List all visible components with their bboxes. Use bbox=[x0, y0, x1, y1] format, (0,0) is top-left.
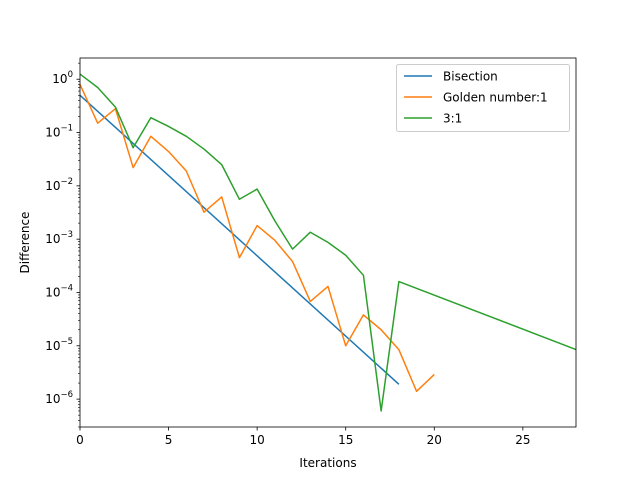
x-tick-label: 15 bbox=[338, 433, 353, 447]
legend: Bisection Golden number:1 3:1 bbox=[396, 64, 570, 132]
legend-label-bisection: Bisection bbox=[443, 70, 498, 84]
y-tick-label: 10−4 bbox=[45, 283, 73, 299]
x-tick-label: 5 bbox=[165, 433, 173, 447]
x-tick-label: 25 bbox=[515, 433, 530, 447]
x-tick-label: 10 bbox=[250, 433, 265, 447]
legend-label-golden-number: Golden number:1 bbox=[443, 91, 548, 105]
plot-frame bbox=[79, 57, 577, 428]
x-axis-ticks: 0 5 10 15 20 25 bbox=[76, 427, 530, 447]
y-tick-label: 10−6 bbox=[45, 390, 73, 406]
x-tick-label: 0 bbox=[76, 433, 84, 447]
y-tick-label: 100 bbox=[52, 70, 73, 86]
series-line-2 bbox=[79, 73, 577, 412]
legend-box bbox=[396, 64, 570, 132]
x-axis-label: Iterations bbox=[299, 456, 356, 470]
legend-label-three-to-one: 3:1 bbox=[443, 112, 462, 126]
y-tick-label: 10−3 bbox=[45, 230, 73, 246]
series-line-0 bbox=[79, 94, 400, 385]
y-tick-label: 10−1 bbox=[45, 124, 73, 140]
y-axis-label: Difference bbox=[18, 212, 32, 274]
series-layer bbox=[79, 73, 577, 412]
x-tick-label: 20 bbox=[427, 433, 442, 447]
series-line-1 bbox=[79, 84, 435, 393]
y-tick-label: 10−5 bbox=[45, 337, 73, 353]
y-axis-ticks: 10−6 10−5 10−4 10−3 10−2 10−1 100 bbox=[45, 62, 80, 428]
y-tick-label: 10−2 bbox=[45, 177, 73, 193]
